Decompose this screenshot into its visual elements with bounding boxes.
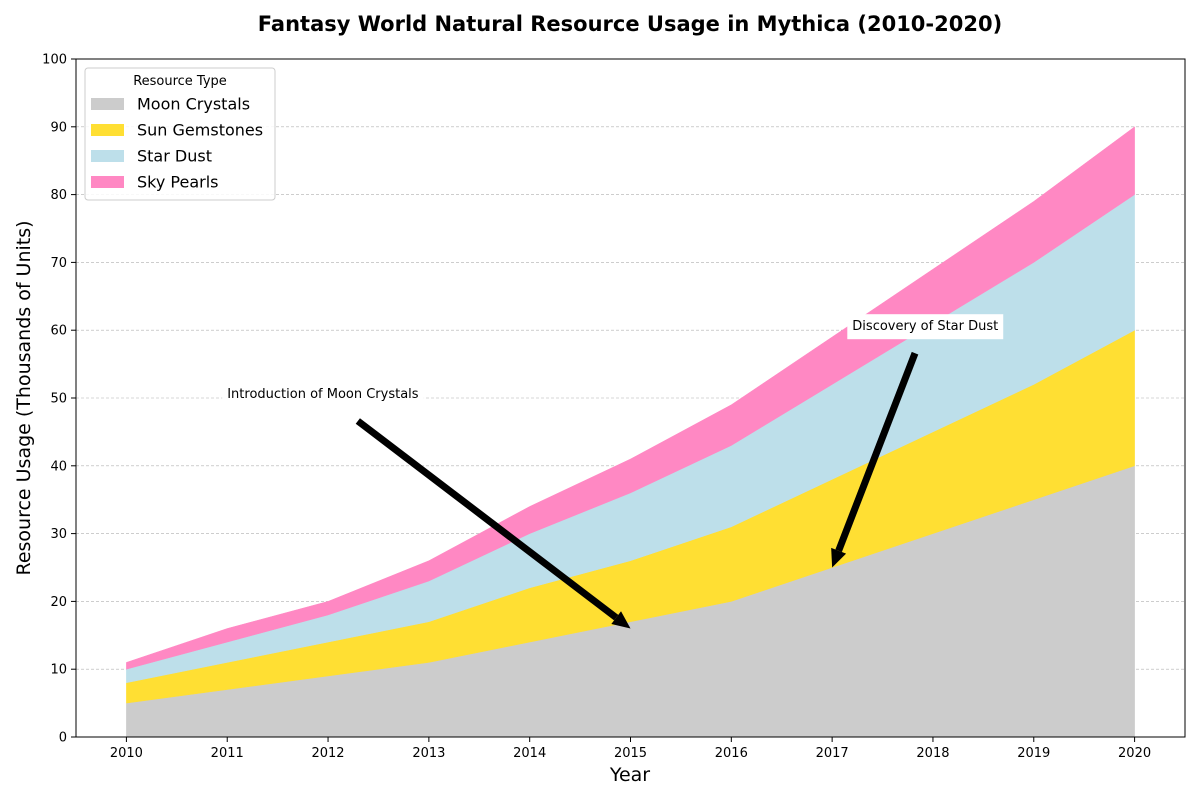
x-tick-label: 2010 bbox=[110, 746, 143, 761]
x-tick-label: 2020 bbox=[1118, 746, 1151, 761]
y-tick-label: 40 bbox=[50, 459, 67, 474]
legend-swatch-2 bbox=[91, 150, 124, 162]
x-tick-label: 2019 bbox=[1017, 746, 1050, 761]
annotation-box-0 bbox=[222, 382, 424, 407]
legend-swatch-1 bbox=[91, 124, 124, 136]
legend-label-2: Star Dust bbox=[137, 147, 212, 166]
annotation-arrow-head-0 bbox=[611, 611, 631, 629]
y-tick-label: 70 bbox=[50, 256, 67, 271]
y-tick-label: 30 bbox=[50, 527, 67, 542]
annotation-arrow-shaft-1 bbox=[835, 351, 919, 552]
y-axis-title: Resource Usage (Thousands of Units) bbox=[13, 220, 35, 575]
annotation-arrow-shaft-0 bbox=[355, 418, 619, 621]
annotation-label-1: Discovery of Star Dust bbox=[852, 319, 998, 334]
legend-label-0: Moon Crystals bbox=[137, 95, 250, 114]
annotation-box-1 bbox=[847, 314, 1004, 340]
x-tick-label: 2015 bbox=[614, 746, 647, 761]
legend-frame bbox=[84, 67, 276, 201]
y-tick-label: 100 bbox=[42, 53, 67, 68]
legend: Resource Type Moon Crystals Sun Gemstones S… bbox=[84, 67, 276, 201]
chart-title: Fantasy World Natural Resource Usage in … bbox=[258, 12, 1002, 36]
x-axis-title: Year bbox=[609, 764, 650, 786]
y-tick-label: 90 bbox=[50, 120, 67, 135]
annotations: Introduction of Moon Crystals Discovery o… bbox=[222, 314, 1004, 629]
y-tick-label: 50 bbox=[50, 392, 67, 407]
y-axis: 0 10 20 30 40 50 60 70 80 90 100 bbox=[42, 53, 76, 746]
annotation-label-0: Introduction of Moon Crystals bbox=[227, 387, 419, 402]
y-tick-label: 0 bbox=[59, 731, 67, 746]
x-tick-label: 2018 bbox=[916, 746, 949, 761]
legend-label-3: Sky Pearls bbox=[137, 173, 219, 192]
x-tick-label: 2011 bbox=[211, 746, 244, 761]
legend-swatch-3 bbox=[91, 176, 124, 188]
x-tick-label: 2014 bbox=[513, 746, 546, 761]
x-tick-label: 2017 bbox=[816, 746, 849, 761]
x-axis: 2010 2011 2012 2013 2014 2015 2016 2017 2018 2019… bbox=[110, 737, 1151, 761]
x-tick-label: 2012 bbox=[311, 746, 344, 761]
legend-swatch-0 bbox=[91, 98, 124, 110]
area-layer bbox=[126, 126, 1135, 738]
y-tick-label: 60 bbox=[50, 324, 67, 339]
y-tick-label: 80 bbox=[50, 188, 67, 203]
legend-title: Resource Type bbox=[133, 74, 227, 89]
x-tick-label: 2016 bbox=[715, 746, 748, 761]
y-tick-label: 10 bbox=[50, 663, 67, 678]
annotation-arrow-head-1 bbox=[831, 547, 847, 568]
x-tick-label: 2013 bbox=[412, 746, 445, 761]
y-tick-label: 20 bbox=[50, 595, 67, 610]
legend-label-1: Sun Gemstones bbox=[137, 121, 263, 140]
